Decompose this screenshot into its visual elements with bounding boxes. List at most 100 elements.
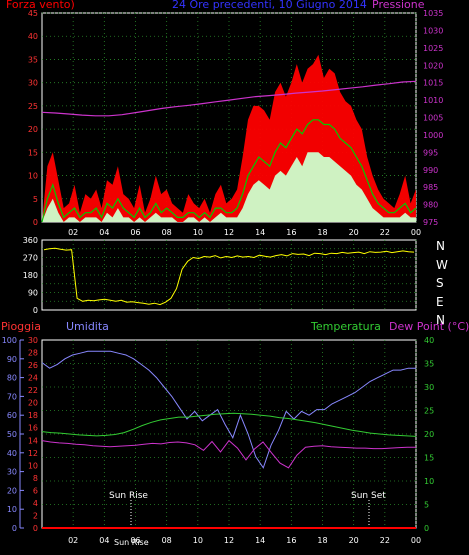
climate-x-tick: 18 (317, 536, 327, 545)
dew-point-title: Dew Point (°C) (389, 320, 469, 333)
pressure-line (41, 80, 417, 117)
wind-x-tick: 02 (68, 228, 78, 237)
pressure-y-tick: 1035 (423, 9, 443, 18)
climate-x-tick: 16 (286, 536, 296, 545)
wind-x-tick: 22 (380, 228, 390, 237)
rain-y-tick: 6 (33, 486, 38, 495)
wind-y-tick: 5 (33, 195, 38, 204)
wind-x-tick: 06 (130, 228, 140, 237)
pressure-y-tick: 990 (423, 166, 438, 175)
rain-y-tick: 10 (28, 461, 38, 470)
wind-y-tick: 10 (28, 172, 38, 181)
direction-y-tick: 0 (33, 306, 38, 315)
sunrise-axis-label: Sun Rise (114, 538, 149, 547)
wind-average-line (41, 119, 417, 223)
temperature-y-tick: 0 (424, 524, 429, 533)
climate-x-tick: 10 (193, 536, 203, 545)
pressure-y-tick: 1025 (423, 44, 443, 53)
climate-x-tick: 22 (380, 536, 390, 545)
wind-y-tick: 25 (28, 102, 38, 111)
rain-y-tick: 20 (28, 399, 38, 408)
wind-x-tick: 10 (193, 228, 203, 237)
pressure-y-tick: 985 (423, 183, 438, 192)
sunrise-label: Sun Rise (109, 491, 148, 501)
climate-x-tick: 14 (255, 536, 265, 545)
wind-x-tick: 12 (224, 228, 234, 237)
pressure-y-tick: 1015 (423, 79, 443, 88)
climate-x-tick: 12 (224, 536, 234, 545)
direction-y-tick: 180 (23, 271, 38, 280)
pressure-y-tick: 975 (423, 218, 438, 227)
wind-x-tick: 18 (317, 228, 327, 237)
rain-y-tick: 24 (28, 374, 38, 383)
compass-labels: N W S E N (436, 237, 448, 330)
humidity-y-tick: 70 (7, 392, 17, 401)
humidity-y-tick: 60 (7, 411, 17, 420)
chart-title: 24 Ore precedenti, 10 Giugno 2014 (172, 0, 367, 11)
temperature-y-tick: 5 (424, 501, 429, 510)
climate-x-tick: 00 (411, 536, 421, 545)
wind-y-tick: 15 (28, 148, 38, 157)
wind-x-tick: 14 (255, 228, 265, 237)
direction-y-tick: 360 (23, 236, 38, 245)
humidity-y-tick: 100 (2, 336, 17, 345)
pressure-y-tick: 995 (423, 148, 438, 157)
sunset-label: Sun Set (351, 491, 386, 501)
wind-y-tick: 35 (28, 55, 38, 64)
rain-y-tick: 8 (33, 474, 38, 483)
rain-y-tick: 16 (28, 424, 38, 433)
rain-title: Pioggia (1, 320, 41, 333)
wind-y-tick: 45 (28, 9, 38, 18)
compass-s: S (436, 276, 444, 290)
climate-x-tick: 04 (99, 536, 109, 545)
humidity-y-tick: 40 (7, 449, 17, 458)
rain-y-tick: 14 (28, 436, 38, 445)
pressure-y-tick: 1010 (423, 96, 443, 105)
rain-y-tick: 12 (28, 449, 38, 458)
wind-y-tick: 40 (28, 32, 38, 41)
wind-title: Forza vento) (6, 0, 75, 11)
rain-y-tick: 18 (28, 411, 38, 420)
climate-x-tick: 02 (68, 536, 78, 545)
rain-y-tick: 28 (28, 349, 38, 358)
rain-y-tick: 22 (28, 386, 38, 395)
pressure-y-tick: 1020 (423, 61, 443, 70)
direction-y-tick: 270 (23, 254, 38, 263)
temperature-y-tick: 35 (424, 360, 434, 369)
humidity-y-tick: 30 (7, 468, 17, 477)
humidity-y-tick: 80 (7, 374, 17, 383)
climate-x-tick: 06 (130, 536, 140, 545)
compass-n-top: N (436, 239, 445, 253)
temperature-y-tick: 25 (424, 407, 434, 416)
wind-x-tick: 08 (162, 228, 172, 237)
rain-y-tick: 4 (33, 499, 38, 508)
wind-x-tick: 20 (349, 228, 359, 237)
climate-x-tick: 08 (162, 536, 172, 545)
wind-x-tick: 00 (411, 228, 421, 237)
pressure-title: Pressione (372, 0, 425, 11)
rain-y-tick: 0 (33, 524, 38, 533)
humidity-y-tick: 10 (7, 505, 17, 514)
rain-y-tick: 2 (33, 511, 38, 520)
temperature-y-tick: 40 (424, 336, 434, 345)
direction-y-tick: 90 (28, 289, 38, 298)
wind-y-tick: 0 (33, 218, 38, 227)
temperature-y-tick: 10 (424, 477, 434, 486)
wind-direction-line (43, 247, 415, 306)
compass-w: W (436, 257, 448, 272)
wind-y-tick: 20 (28, 125, 38, 134)
rain-y-tick: 26 (28, 361, 38, 370)
temperature-y-tick: 15 (424, 454, 434, 463)
pressure-y-tick: 980 (423, 201, 438, 210)
compass-e: E (436, 294, 444, 309)
temperature-y-tick: 30 (424, 383, 434, 392)
wind-x-tick: 16 (286, 228, 296, 237)
climate-x-tick: 20 (349, 536, 359, 545)
temperature-title: Temperatura (311, 320, 381, 333)
rain-y-tick: 30 (28, 336, 38, 345)
compass-n-bottom: N (436, 313, 445, 327)
dew-point-line (41, 439, 416, 469)
wind-y-tick: 30 (28, 79, 38, 88)
wind-low-area (42, 152, 416, 222)
